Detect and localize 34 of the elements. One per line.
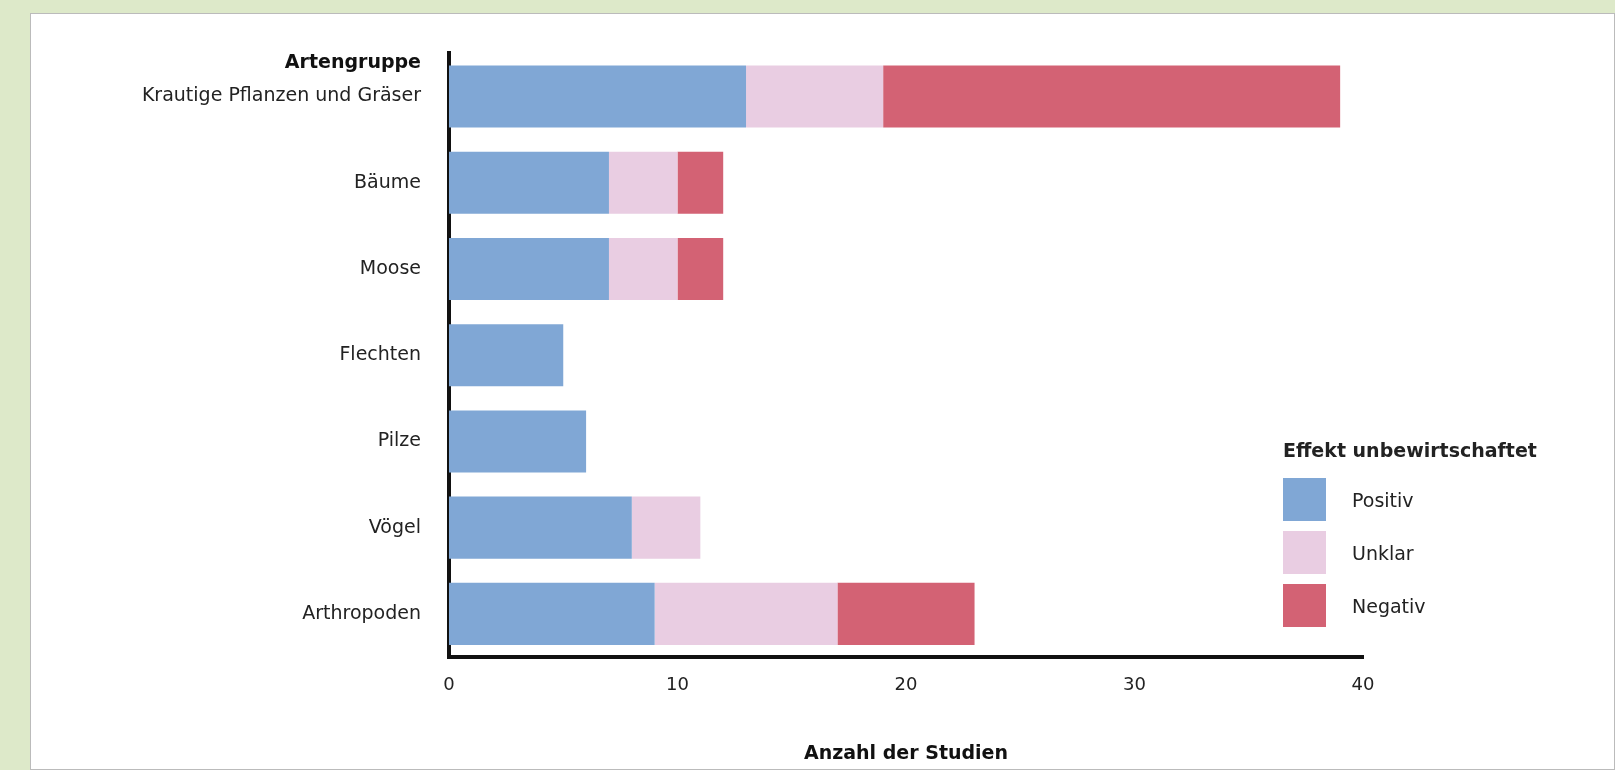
y-tick-label: Krautige Pflanzen und Gräser	[141, 83, 422, 106]
y-axis-title: Artengruppe	[284, 50, 421, 73]
bar	[449, 496, 632, 559]
y-tick-label: Flechten	[339, 342, 421, 365]
y-tick-label: Arthropoden	[302, 600, 421, 623]
legend-label: Negativ	[1352, 594, 1426, 617]
bar	[883, 65, 1341, 128]
legend-label: Unklar	[1352, 541, 1414, 564]
bar	[608, 237, 678, 301]
legend-label: Positiv	[1352, 488, 1414, 511]
bar	[449, 324, 564, 387]
bar	[631, 496, 701, 559]
y-tick-label: Vögel	[368, 514, 421, 537]
bar	[449, 151, 609, 214]
x-tick-label: 30	[1123, 673, 1146, 695]
bar	[449, 410, 587, 473]
x-tick-label: 0	[443, 673, 455, 695]
bar	[746, 65, 884, 128]
legend-title: Effekt unbewirtschaftet	[1283, 439, 1537, 461]
y-tick-label: Moose	[359, 255, 421, 278]
x-tick-label: 10	[666, 673, 689, 695]
bar	[677, 237, 724, 301]
x-tick-label: 40	[1351, 673, 1375, 695]
y-tick-label: Bäume	[354, 169, 421, 192]
bar	[837, 582, 975, 645]
bar	[677, 151, 724, 214]
x-tick-label: 20	[894, 673, 918, 695]
y-tick-label: Pilze	[377, 428, 421, 451]
bar	[449, 237, 609, 301]
x-axis-title: Anzahl der Studien	[803, 740, 1009, 763]
bar	[449, 65, 747, 128]
bar	[654, 582, 838, 645]
bar	[608, 151, 678, 214]
bar	[449, 582, 655, 645]
